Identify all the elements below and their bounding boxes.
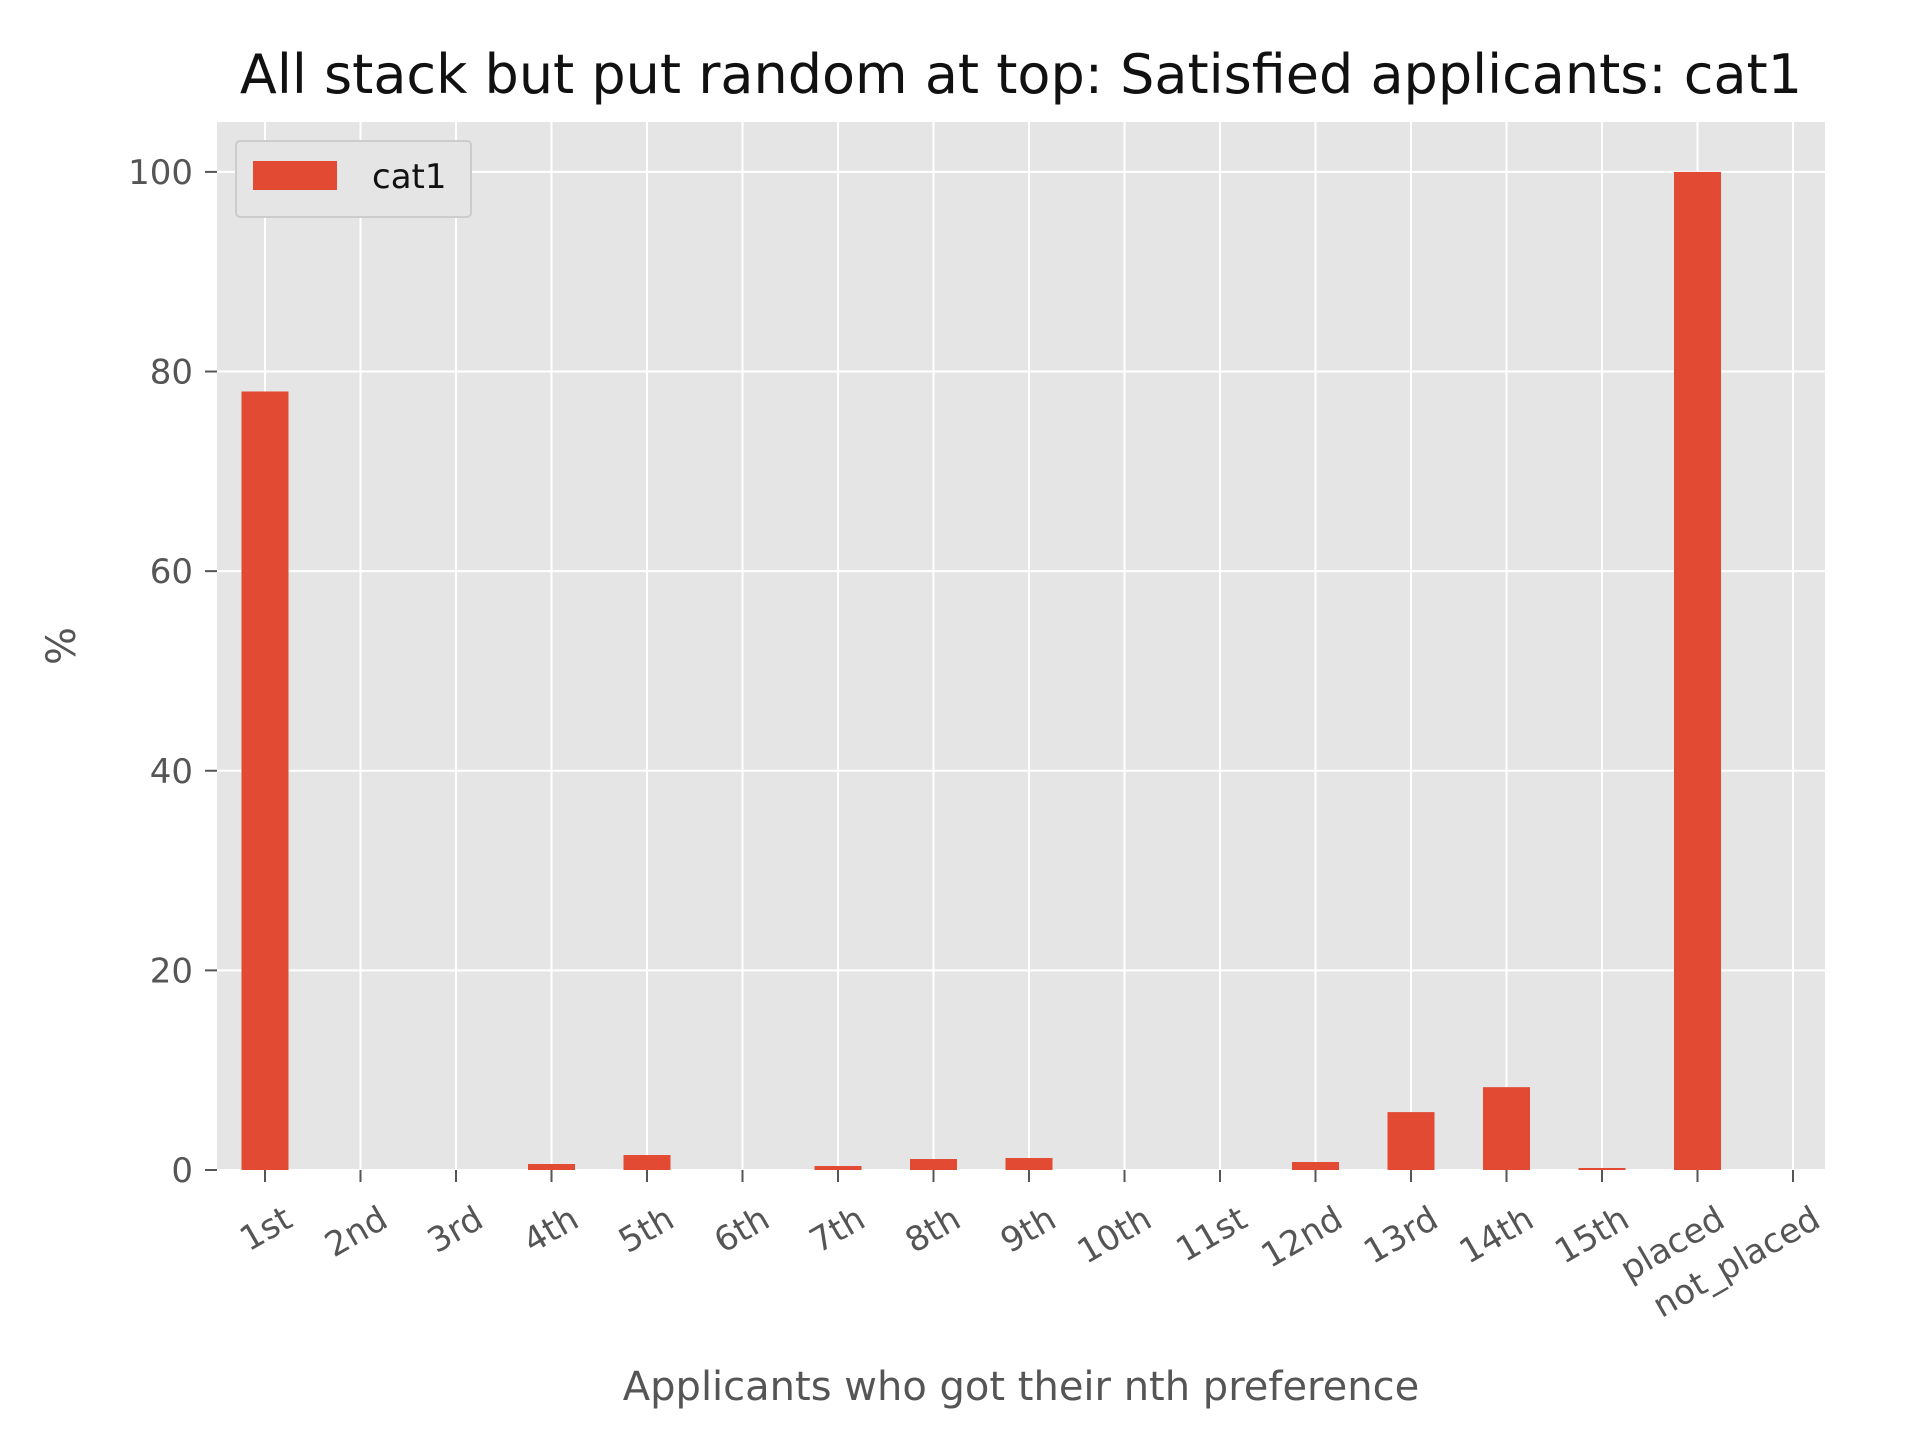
bar bbox=[1387, 1112, 1435, 1170]
y-tick-label: 40 bbox=[150, 752, 193, 792]
x-tick-label: 7th bbox=[803, 1199, 872, 1262]
x-tick-label: 3rd bbox=[421, 1199, 490, 1262]
x-tick-label: 13rd bbox=[1357, 1199, 1445, 1273]
bar bbox=[814, 1166, 862, 1170]
legend-label: cat1 bbox=[372, 157, 447, 197]
y-axis-label: % bbox=[39, 627, 85, 665]
bar bbox=[623, 1155, 671, 1170]
x-tick-label: 1st bbox=[233, 1199, 299, 1260]
x-tick-label: 14th bbox=[1453, 1199, 1541, 1273]
x-tick-label: 12nd bbox=[1255, 1199, 1350, 1277]
x-tick-label: 9th bbox=[994, 1199, 1063, 1262]
y-tick-label: 100 bbox=[128, 153, 193, 193]
bar bbox=[1005, 1158, 1053, 1170]
legend-box bbox=[235, 140, 472, 218]
y-tick-label: 80 bbox=[150, 353, 193, 393]
axis-ticks bbox=[205, 170, 1794, 1182]
legend: cat1 bbox=[235, 140, 472, 218]
x-tick-label: 5th bbox=[612, 1199, 681, 1262]
bar bbox=[1483, 1087, 1530, 1170]
bars bbox=[241, 171, 1721, 1170]
x-tick-label: 11st bbox=[1170, 1199, 1254, 1271]
x-tick-label: 8th bbox=[898, 1199, 967, 1262]
bar bbox=[241, 391, 289, 1170]
x-tick-label: 10th bbox=[1071, 1199, 1159, 1273]
plot-background bbox=[217, 122, 1825, 1170]
bar bbox=[910, 1159, 957, 1170]
y-tick-label: 0 bbox=[171, 1151, 193, 1191]
bar bbox=[1292, 1162, 1339, 1170]
y-tick-label: 60 bbox=[150, 552, 193, 592]
x-axis-label: Applicants who got their nth preference bbox=[623, 1364, 1419, 1410]
legend-swatch bbox=[253, 161, 337, 190]
x-tick-label: 4th bbox=[516, 1199, 585, 1262]
bar bbox=[528, 1164, 575, 1170]
x-tick-label: 2nd bbox=[318, 1199, 394, 1266]
x-tick-label: 6th bbox=[707, 1199, 776, 1262]
bar bbox=[1674, 171, 1721, 1170]
chart-title: All stack but put random at top: Satisfi… bbox=[240, 43, 1802, 106]
y-tick-label: 20 bbox=[150, 951, 193, 991]
bar bbox=[1578, 1168, 1626, 1170]
